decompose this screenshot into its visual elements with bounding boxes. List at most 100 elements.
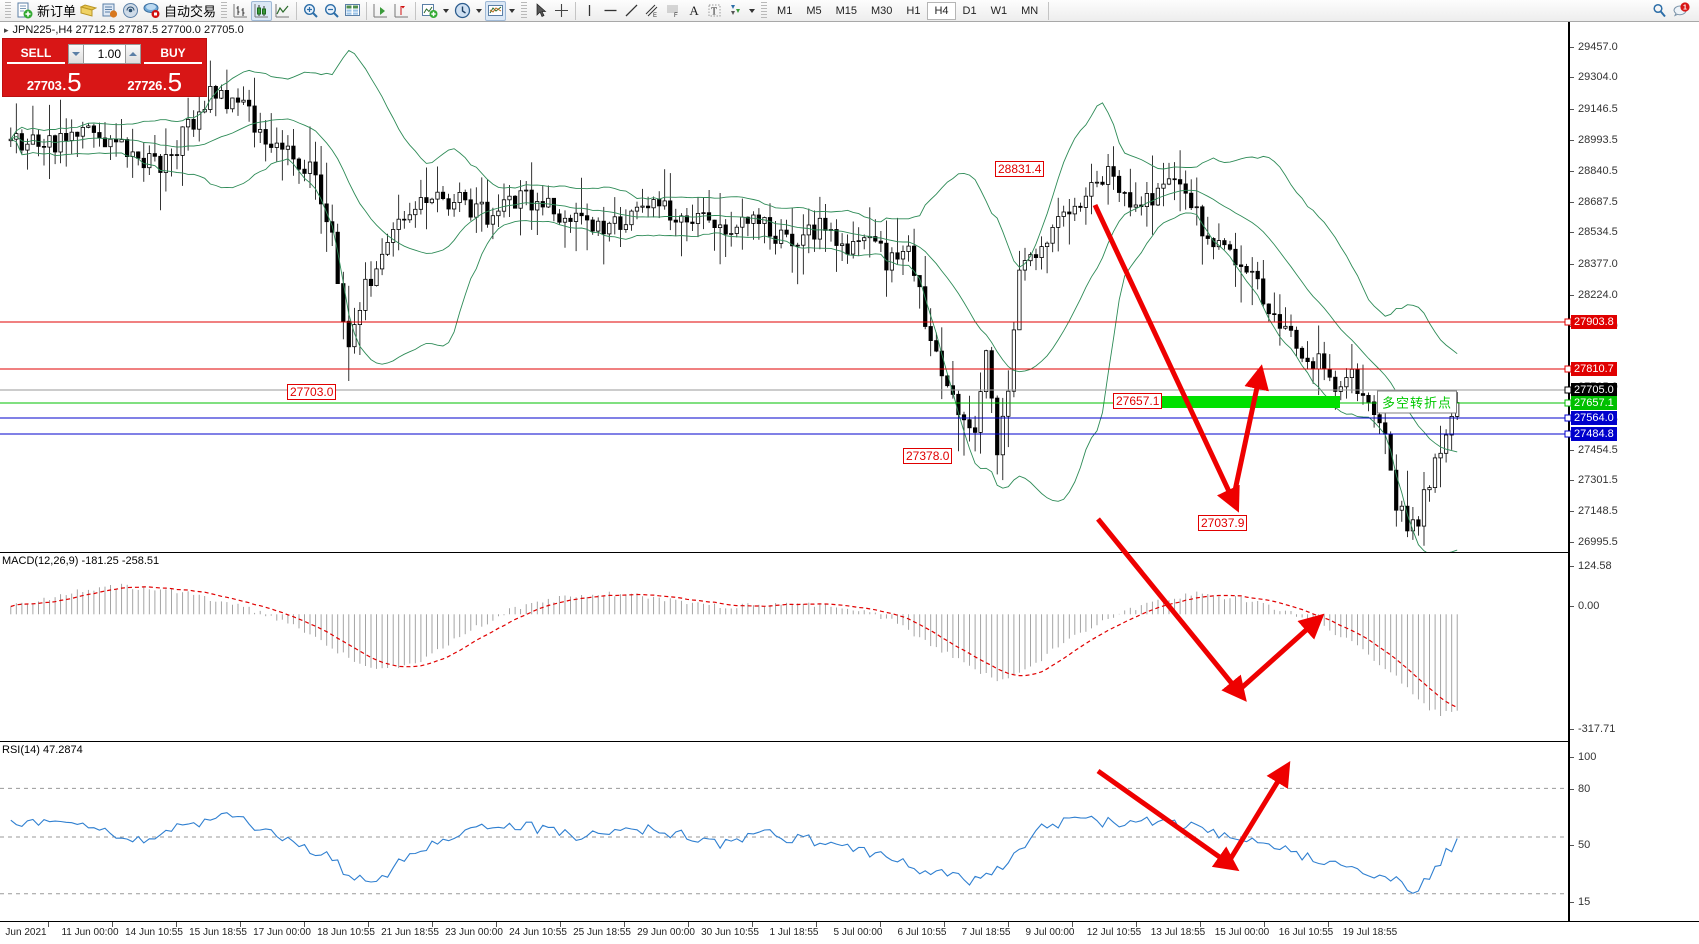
volume-stepper[interactable]: 1.00 (68, 43, 141, 64)
timeframe-m30[interactable]: M30 (871, 4, 893, 17)
text-tool[interactable]: A (684, 1, 704, 21)
bollinger-upper-band (10, 49, 1458, 355)
indicators-caret-icon[interactable] (443, 8, 450, 13)
price-level-label-4[interactable]: 27564.0 (1571, 411, 1617, 425)
annotation-27703[interactable]: 27703.0 (287, 384, 337, 400)
cursor-tool[interactable] (530, 1, 551, 21)
auto-scroll-button[interactable] (370, 1, 391, 21)
crosshair-tool[interactable] (551, 1, 572, 21)
mql-community-button[interactable] (99, 1, 120, 21)
price-level-label-3-handle[interactable] (1564, 399, 1572, 407)
annotation-28831[interactable]: 28831.4 (995, 161, 1045, 177)
sell-button[interactable]: SELL (7, 44, 65, 64)
objects-tool[interactable] (725, 1, 746, 21)
price-tick-8: 28224.0 (1570, 289, 1618, 301)
period-caret-icon[interactable] (476, 8, 483, 13)
bollinger-middle-band (10, 118, 1458, 453)
timeframe-mn[interactable]: MN (1021, 4, 1039, 17)
price-level-label-0[interactable]: 27903.8 (1571, 315, 1617, 329)
main-chart-canvas (0, 49, 1568, 555)
autotrading-label[interactable]: 自动交易 (164, 4, 217, 19)
price-level-label-2[interactable]: 27705.0 (1571, 383, 1617, 397)
price-tick-3: 28993.5 (1570, 134, 1618, 146)
price-level-label-5[interactable]: 27484.8 (1571, 427, 1617, 441)
bar-chart-button[interactable] (230, 1, 251, 21)
objects-caret-icon[interactable] (749, 8, 756, 13)
timeframe-d1[interactable]: D1 (962, 4, 977, 17)
time-axis[interactable]: Jun 2021 11 Jun 00:00 14 Jun 10:55 15 Jun 1… (0, 921, 1699, 944)
macd-indicator-pane[interactable]: MACD(12,26,9) -181.25 -258.51 (0, 517, 1568, 741)
timeframe-h1[interactable]: H1 (906, 4, 921, 17)
vertical-line-tool[interactable] (579, 1, 600, 21)
equidistant-channel-tool[interactable]: E (642, 1, 663, 21)
period-button[interactable] (452, 1, 473, 21)
templates-caret-icon[interactable] (509, 8, 516, 13)
fibonacci-tool[interactable]: F (663, 1, 684, 21)
chart-shift-button[interactable] (391, 1, 412, 21)
signals-button[interactable] (120, 1, 141, 21)
buy-button[interactable]: BUY (144, 44, 202, 64)
price-level-label-4-handle[interactable] (1564, 414, 1572, 422)
timeframe-m1[interactable]: M1 (777, 4, 793, 17)
line-chart-button[interactable] (272, 1, 293, 21)
toolbar-grip[interactable] (5, 1, 11, 20)
main-chart-pane[interactable]: 28831.4 27703.0 27657.1 27378.0 27037.9 多空转折点 (0, 22, 1568, 555)
new-order-label[interactable]: 新订单 (37, 4, 77, 19)
toolbar-separator-3 (415, 1, 417, 20)
notifications-button[interactable]: 1 (1670, 1, 1693, 21)
chevron-up-icon (129, 51, 137, 56)
indicators-button[interactable] (419, 1, 440, 21)
price-level-label-0-handle[interactable] (1564, 318, 1572, 326)
search-button[interactable] (1649, 1, 1670, 21)
zoom-out-button[interactable] (321, 1, 342, 21)
price-level-label-3[interactable]: 27657.1 (1571, 396, 1617, 410)
time-label-8: 24 Jun 10:55 (509, 927, 567, 938)
shapes-icon (731, 5, 741, 15)
time-label-5: 18 Jun 10:55 (317, 927, 375, 938)
zoom-in-button[interactable] (300, 1, 321, 21)
time-label-12: 1 Jul 18:55 (769, 927, 819, 938)
volume-input[interactable]: 1.00 (84, 43, 125, 64)
annotation-reversal-point[interactable]: 多空转折点 (1377, 390, 1458, 414)
toolbar-grip-4[interactable] (761, 1, 768, 20)
timeframe-m5[interactable]: M5 (806, 4, 822, 17)
templates-button[interactable] (485, 0, 507, 21)
autotrading-button[interactable] (141, 1, 162, 21)
toolbar-grip-3[interactable] (521, 1, 528, 20)
time-separator-10 (624, 922, 625, 927)
macd-downtrend-arrow (1096, 517, 1247, 702)
annotation-27037[interactable]: 27037.9 (1198, 515, 1248, 531)
trendline-tool[interactable] (621, 1, 642, 21)
new-order-button[interactable] (14, 1, 35, 21)
crosshair-icon (555, 4, 569, 17)
time-separator-1 (48, 922, 49, 927)
text-label-tool[interactable]: T (704, 1, 725, 21)
time-separator-6 (368, 922, 369, 927)
volume-increment-button[interactable] (125, 43, 141, 64)
annotation-27657[interactable]: 27657.1 (1113, 393, 1163, 409)
toolbar-grip-2[interactable] (221, 1, 228, 20)
price-level-label-1-handle[interactable] (1564, 365, 1572, 373)
time-separator-12 (752, 922, 753, 927)
price-level-label-1[interactable]: 27810.7 (1571, 362, 1617, 376)
time-label-7: 23 Jun 00:00 (445, 927, 503, 938)
price-level-label-5-handle[interactable] (1564, 430, 1572, 438)
timeframe-m15[interactable]: M15 (835, 4, 857, 17)
timeframe-w1[interactable]: W1 (990, 4, 1008, 17)
sell-price-display[interactable]: 27703 . 5 (5, 65, 104, 95)
price-level-label-2-handle[interactable] (1564, 386, 1572, 394)
expert-advisors-button[interactable] (78, 1, 99, 21)
price-axis[interactable]: 29457.0 29304.0 29146.5 28993.5 28840.5 28687… (1564, 22, 1699, 921)
data-window-button[interactable] (342, 1, 363, 21)
buy-price-display[interactable]: 27726 . 5 (106, 65, 205, 95)
candlestick-chart-button[interactable] (251, 0, 273, 21)
time-label-9: 25 Jun 18:55 (573, 927, 631, 938)
volume-decrement-button[interactable] (68, 43, 84, 64)
uptrend-arrow-main (1230, 364, 1269, 501)
horizontal-line-tool[interactable] (600, 1, 621, 21)
rsi-indicator-pane[interactable]: RSI(14) 47.2874 (0, 741, 1568, 921)
buy-price-main: 27726 (127, 78, 163, 93)
bollinger-lower-band (10, 138, 1458, 555)
annotation-27378[interactable]: 27378.0 (903, 448, 953, 464)
timeframe-h4[interactable]: H4 (927, 1, 956, 20)
